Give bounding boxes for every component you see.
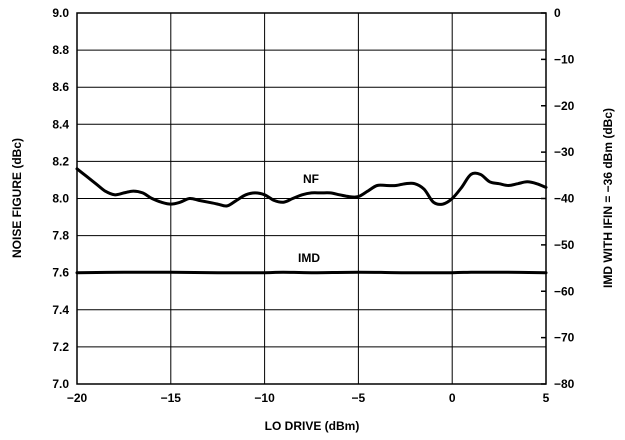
y-right-tick-label: −30	[554, 145, 575, 159]
y-right-tick-label: −40	[554, 192, 575, 206]
y-left-tick-label: 7.0	[52, 377, 69, 391]
y-right-tick-label: −60	[554, 284, 575, 298]
y-left-tick-label: 8.2	[52, 154, 69, 168]
y-left-tick-label: 8.8	[52, 43, 69, 57]
x-tick-label: −10	[254, 391, 275, 405]
x-axis-title: LO DRIVE (dBm)	[265, 419, 360, 433]
y-axis-title-right: IMD WITH IFIN = −36 dBm (dBc)	[601, 108, 615, 288]
x-tick-label: 5	[543, 391, 550, 405]
y-left-tick-label: 9.0	[52, 6, 69, 20]
y-left-tick-label: 8.0	[52, 192, 69, 206]
grid	[76, 12, 547, 385]
y-left-tick-label: 7.2	[52, 340, 69, 354]
series-layer	[75, 167, 548, 275]
y-left-tick-label: 8.6	[52, 80, 69, 94]
series-line-imd	[75, 270, 548, 275]
y-right-tick-label: −20	[554, 99, 575, 113]
x-tick-label: −5	[352, 391, 366, 405]
tick-layer: −20 −15 −10 −5 0 57.07.27.47.67.88.08.28.48.6…	[52, 6, 574, 405]
y-left-tick-label: 7.4	[52, 303, 69, 317]
y-left-tick-label: 7.6	[52, 266, 69, 280]
y-left-tick-label: 8.4	[52, 117, 69, 131]
x-tick-label: −15	[161, 391, 182, 405]
x-tick-label: −20	[67, 391, 88, 405]
series-label-imd: IMD	[298, 251, 320, 265]
series-label-nf: NF	[303, 172, 319, 186]
y-right-tick-label: 0	[554, 6, 561, 20]
y-axis-title-left: NOISE FIGURE (dBc)	[10, 138, 24, 258]
x-tick-label: 0	[449, 391, 456, 405]
y-right-tick-label: −70	[554, 331, 575, 345]
y-right-tick-label: −10	[554, 52, 575, 66]
series-line-nf	[75, 167, 548, 208]
y-right-tick-label: −80	[554, 377, 575, 391]
y-left-tick-label: 7.8	[52, 229, 69, 243]
y-right-tick-label: −50	[554, 238, 575, 252]
